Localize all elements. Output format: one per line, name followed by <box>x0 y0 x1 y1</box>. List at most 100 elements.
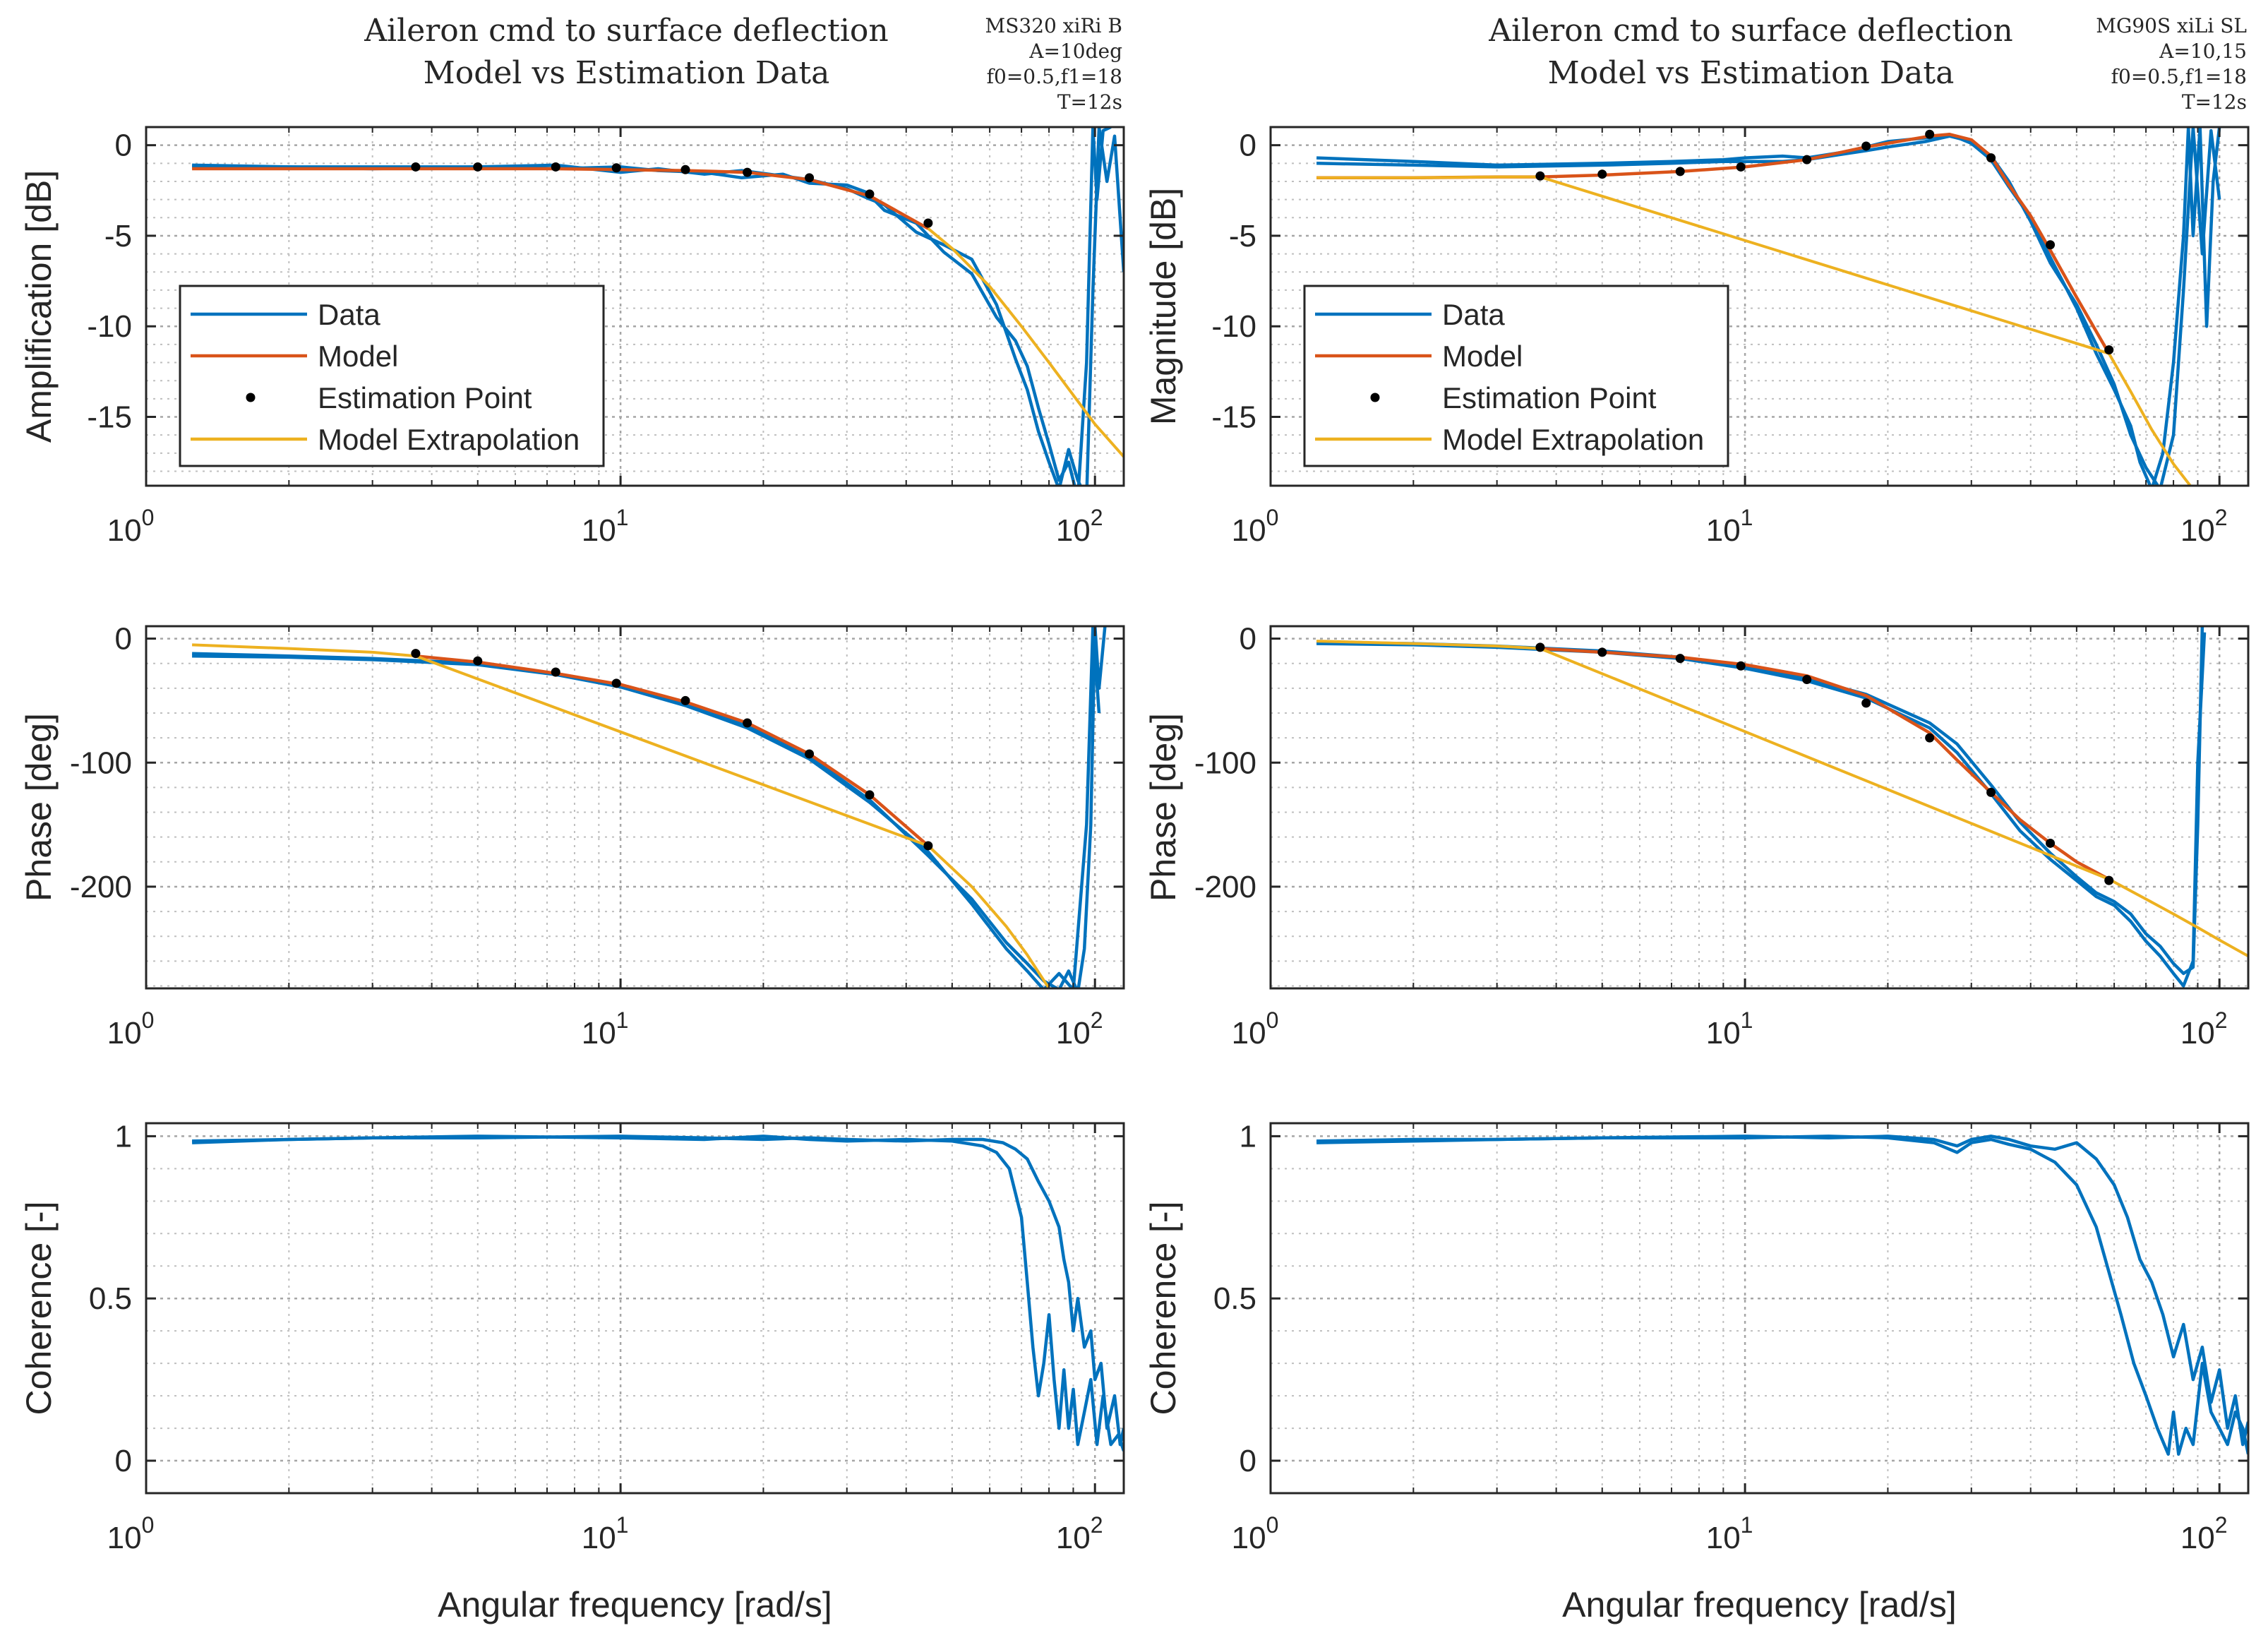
y-axis-label: Phase [deg] <box>19 713 59 902</box>
estimation-point <box>1861 141 1871 151</box>
y-tick-label: 0.5 <box>89 1281 132 1316</box>
y-tick-label: 0 <box>1240 128 1256 163</box>
legend-label: Data <box>1442 298 1505 331</box>
y-tick-label: -10 <box>87 309 132 344</box>
series-extrapolation-line <box>1316 640 2248 958</box>
x-tick-label: 100 <box>1232 1512 1279 1555</box>
axes-box <box>1269 1122 2250 1495</box>
x-tick-exponent: 2 <box>1091 1007 1103 1033</box>
x-tick-base: 10 <box>107 1016 142 1051</box>
y-tick-label: 1 <box>115 1119 132 1154</box>
estimation-point <box>1597 647 1607 657</box>
x-tick-label: 100 <box>1232 505 1279 548</box>
x-tick-base: 10 <box>1056 1521 1091 1555</box>
x-tick-label: 102 <box>1056 1512 1103 1555</box>
legend-label: Model Extrapolation <box>1442 423 1704 456</box>
estimation-point <box>680 164 690 174</box>
x-tick-exponent: 1 <box>616 1512 629 1538</box>
y-tick-label: 0.5 <box>1213 1281 1256 1316</box>
estimation-point <box>865 790 875 800</box>
x-tick-exponent: 0 <box>142 505 155 530</box>
y-axis-label: Amplification [dB] <box>19 170 59 443</box>
series-group <box>192 626 1107 988</box>
estimation-point <box>1597 169 1607 179</box>
legend-label: Data <box>318 298 380 331</box>
grid <box>1271 626 2248 988</box>
series-group <box>1316 626 2248 988</box>
x-tick-base: 10 <box>582 513 616 548</box>
estimation-point <box>2104 345 2114 355</box>
plot-area <box>1271 626 2248 988</box>
y-tick-label: 1 <box>1240 1119 1256 1154</box>
x-tick-label: 102 <box>1056 505 1103 548</box>
series-data-line <box>192 127 1112 486</box>
series-data-line <box>192 1135 1124 1447</box>
grid <box>146 626 1124 988</box>
y-axis-label: Coherence [-] <box>1144 1202 1183 1415</box>
x-tick-base: 10 <box>1232 1016 1266 1051</box>
x-tick-exponent: 0 <box>142 1007 155 1033</box>
x-tick-base: 10 <box>2180 1521 2215 1555</box>
y-tick-label: 0 <box>115 1444 132 1478</box>
y-tick-label: -200 <box>1194 870 1256 904</box>
x-tick-label: 101 <box>582 1007 629 1051</box>
x-tick-base: 10 <box>1056 513 1091 548</box>
x-tick-base: 10 <box>2180 1016 2215 1051</box>
x-tick-label: 102 <box>2180 1512 2228 1555</box>
x-tick-base: 10 <box>1706 1016 1741 1051</box>
test-info: f0=0.5,f1=18 <box>2111 65 2247 88</box>
estimation-point <box>1925 733 1935 743</box>
y-tick-label: 0 <box>1240 1444 1256 1478</box>
estimation-point <box>743 167 752 177</box>
x-tick-exponent: 0 <box>1266 1007 1279 1033</box>
series-data-line <box>192 626 1101 988</box>
axes-box <box>1269 625 2250 990</box>
x-tick-label: 100 <box>107 1512 155 1555</box>
x-tick-base: 10 <box>2180 513 2215 548</box>
y-axis-label: Coherence [-] <box>19 1202 59 1415</box>
x-tick-base: 10 <box>107 1521 142 1555</box>
x-tick-label: 101 <box>582 505 629 548</box>
x-tick-exponent: 2 <box>2215 1007 2228 1033</box>
x-tick-exponent: 0 <box>142 1512 155 1538</box>
legend-marker <box>1370 393 1380 402</box>
axes-box <box>145 1122 1125 1495</box>
legend-label: Model <box>318 340 398 373</box>
x-tick-base: 10 <box>1232 513 1266 548</box>
y-tick-label: 0 <box>115 128 132 163</box>
legend-label: Model <box>1442 340 1523 373</box>
axes-box <box>145 625 1125 990</box>
x-tick-label: 102 <box>2180 1007 2228 1051</box>
estimation-point <box>743 718 752 728</box>
estimation-point <box>1802 675 1812 685</box>
estimation-point <box>1535 171 1545 181</box>
estimation-point <box>865 189 875 199</box>
plot-area <box>1271 1123 2248 1493</box>
x-tick-label: 102 <box>2180 505 2228 548</box>
estimation-point <box>1736 661 1746 671</box>
x-tick-base: 10 <box>107 513 142 548</box>
x-tick-base: 10 <box>1056 1016 1091 1051</box>
estimation-point <box>473 162 483 172</box>
estimation-point <box>1675 167 1685 176</box>
estimation-point <box>1861 698 1871 708</box>
x-tick-exponent: 0 <box>1266 505 1279 530</box>
test-info: T=12s <box>2182 90 2247 114</box>
estimation-point <box>551 667 560 677</box>
series-group <box>192 127 1124 486</box>
x-tick-exponent: 1 <box>1741 1007 1753 1033</box>
estimation-point <box>1736 162 1746 172</box>
legend-box <box>179 285 605 467</box>
x-tick-label: 101 <box>1706 505 1753 548</box>
x-tick-exponent: 2 <box>1091 505 1103 530</box>
estimation-point <box>1986 153 1996 163</box>
x-axis-label: Angular frequency [rad/s] <box>438 1585 832 1624</box>
estimation-point <box>1535 642 1545 652</box>
x-tick-exponent: 2 <box>2215 1512 2228 1538</box>
y-axis-label: Phase [deg] <box>1144 713 1183 902</box>
